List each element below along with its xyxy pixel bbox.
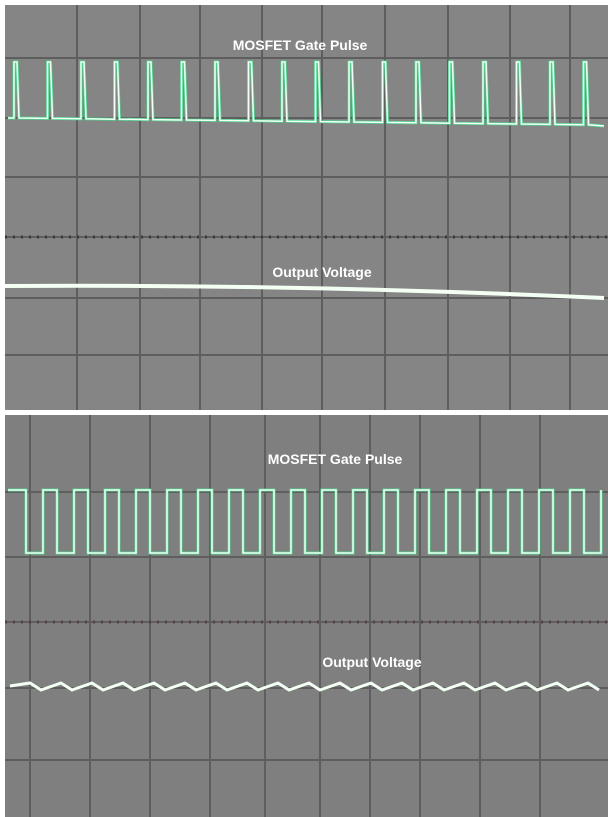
output-voltage-label: Output Voltage — [272, 264, 371, 280]
page: MOSFET Gate Pulse Output Voltage MOSFET … — [0, 0, 608, 817]
gate-pulse-label: MOSFET Gate Pulse — [233, 37, 368, 53]
output-voltage-label: Output Voltage — [322, 654, 421, 670]
gate-pulse-label: MOSFET Gate Pulse — [268, 451, 403, 467]
oscilloscope-screenshots: MOSFET Gate Pulse Output Voltage MOSFET … — [0, 0, 608, 817]
scope-panel-bottom — [5, 415, 608, 817]
